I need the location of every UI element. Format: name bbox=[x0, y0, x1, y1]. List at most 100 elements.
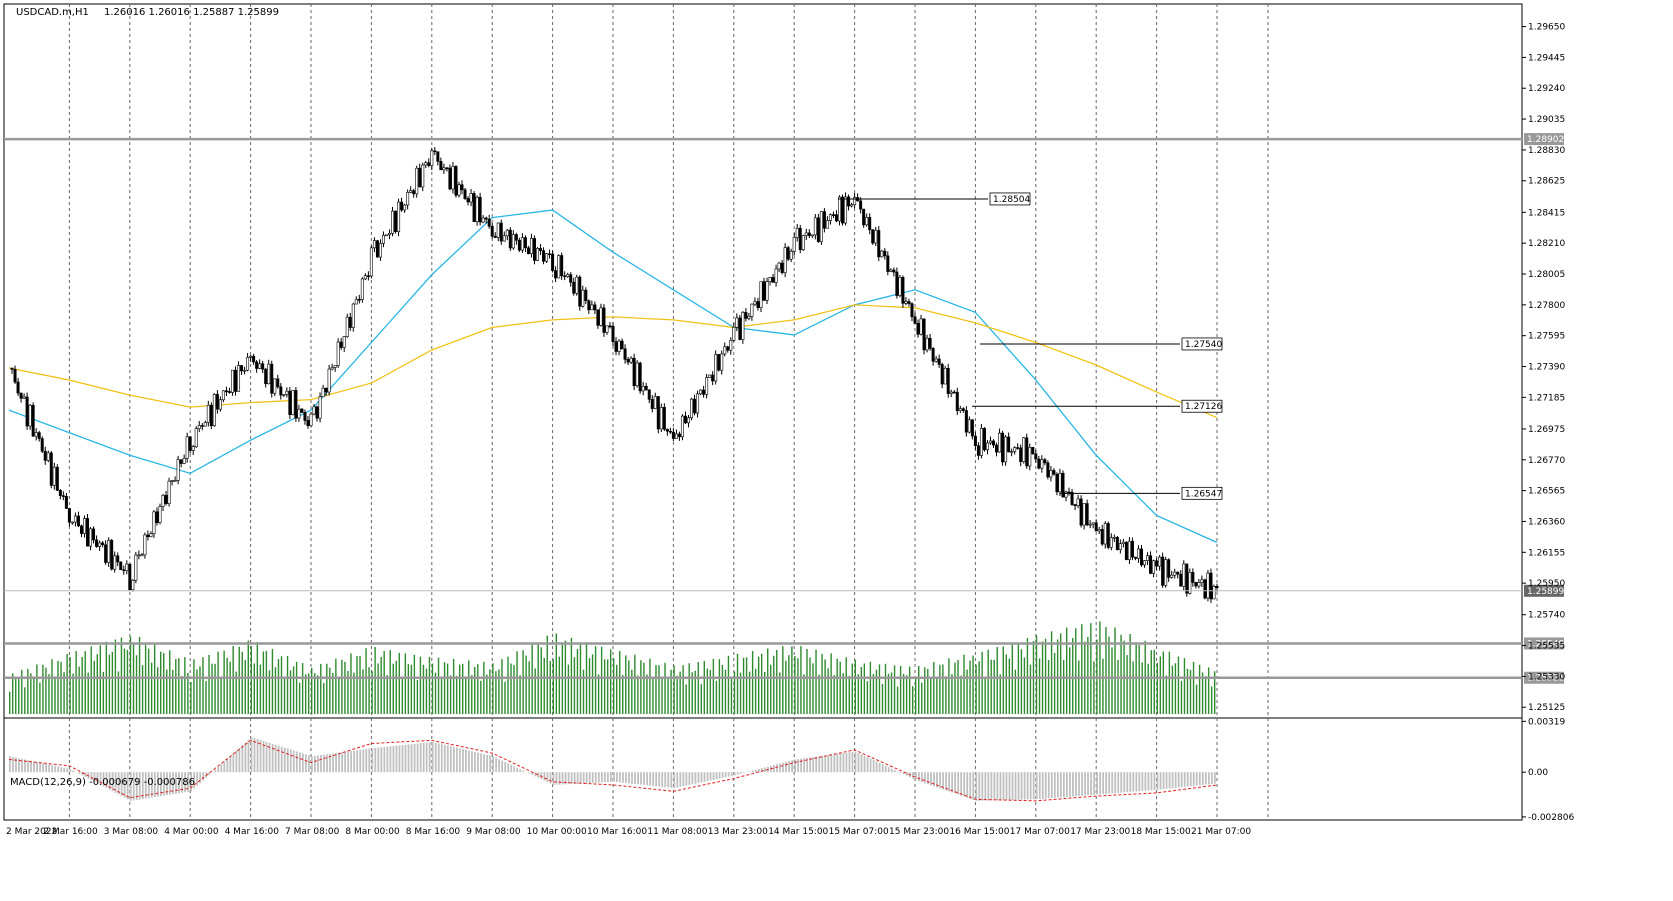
volume-bar bbox=[933, 662, 934, 714]
macd-histogram-bar bbox=[338, 753, 340, 773]
candle-body bbox=[884, 251, 886, 256]
candle-body bbox=[838, 197, 840, 221]
macd-histogram-bar bbox=[704, 772, 706, 782]
volume-bar bbox=[344, 662, 345, 714]
volume-bar bbox=[685, 684, 686, 714]
candle-body bbox=[962, 409, 964, 411]
macd-histogram-bar bbox=[997, 772, 999, 800]
volume-bar bbox=[788, 655, 789, 714]
volume-bar bbox=[1205, 676, 1206, 714]
time-tick-label: 18 Mar 15:00 bbox=[1131, 827, 1191, 837]
volume-bar bbox=[646, 674, 647, 714]
volume-bar bbox=[414, 655, 415, 714]
macd-histogram-bar bbox=[888, 767, 890, 772]
candle-body bbox=[322, 388, 324, 397]
candle-body bbox=[83, 518, 85, 533]
macd-histogram-bar bbox=[1126, 772, 1128, 792]
candle-body bbox=[391, 211, 393, 233]
candle-body bbox=[929, 338, 931, 348]
macd-histogram-bar bbox=[695, 772, 697, 783]
volume-bar bbox=[888, 674, 889, 714]
volume-bar bbox=[568, 665, 569, 714]
macd-histogram-bar bbox=[236, 751, 238, 773]
candle-body bbox=[542, 251, 544, 262]
candle-body bbox=[65, 496, 67, 508]
candle-body bbox=[150, 534, 152, 537]
candle-body bbox=[425, 163, 427, 165]
macd-histogram-bar bbox=[752, 771, 754, 773]
volume-bar bbox=[776, 650, 777, 714]
volume-bar bbox=[1093, 661, 1094, 714]
macd-histogram-bar bbox=[963, 772, 965, 797]
volume-bar bbox=[544, 658, 545, 714]
volume-bar bbox=[1184, 658, 1185, 714]
volume-bar bbox=[60, 662, 61, 714]
volume-bar bbox=[1114, 628, 1115, 714]
volume-bar bbox=[1027, 638, 1028, 714]
macd-histogram-bar bbox=[846, 753, 848, 773]
candle-body bbox=[117, 556, 119, 562]
candle-body bbox=[44, 451, 46, 460]
macd-histogram-bar bbox=[1102, 772, 1104, 794]
candle-body bbox=[334, 365, 336, 367]
macd-histogram-bar bbox=[710, 772, 712, 780]
candle-body bbox=[787, 248, 789, 260]
volume-bar bbox=[405, 653, 406, 714]
volume-bar bbox=[658, 665, 659, 714]
volume-bar bbox=[1003, 647, 1004, 714]
volume-bar bbox=[836, 659, 837, 714]
volume-bar bbox=[196, 669, 197, 714]
macd-histogram-bar bbox=[12, 757, 14, 772]
volume-bar bbox=[1081, 624, 1082, 714]
price-tick-label: 1.29240 bbox=[1528, 84, 1565, 94]
macd-histogram-bar bbox=[637, 772, 639, 784]
volume-bar bbox=[1075, 628, 1076, 714]
macd-histogram-bar bbox=[891, 769, 893, 773]
candle-body bbox=[286, 391, 288, 394]
candle-body bbox=[271, 364, 273, 393]
macd-histogram-bar bbox=[242, 745, 244, 772]
macd-histogram-bar bbox=[1045, 772, 1047, 798]
candle-body bbox=[304, 412, 306, 420]
candle-body bbox=[1032, 447, 1034, 454]
volume-bar bbox=[1036, 635, 1037, 714]
volume-bar bbox=[1060, 633, 1061, 714]
candle-body bbox=[642, 386, 644, 391]
volume-bar bbox=[800, 646, 801, 714]
candle-body bbox=[790, 251, 792, 259]
macd-histogram-bar bbox=[701, 772, 703, 782]
volume-bar bbox=[263, 652, 264, 714]
macd-histogram-bar bbox=[1190, 772, 1192, 786]
macd-histogram-bar bbox=[196, 772, 198, 786]
macd-histogram-bar bbox=[251, 737, 253, 772]
candle-body bbox=[799, 228, 801, 249]
volume-bar bbox=[1163, 651, 1164, 714]
volume-bar bbox=[299, 683, 300, 714]
volume-bar bbox=[1160, 656, 1161, 714]
macd-histogram-bar bbox=[199, 772, 201, 783]
candle-body bbox=[41, 439, 43, 452]
volume-bar bbox=[462, 664, 463, 714]
macd-histogram-bar bbox=[794, 759, 796, 772]
macd-histogram-bar bbox=[371, 748, 373, 772]
candle-body bbox=[156, 512, 158, 523]
macd-tick-label: 0.00 bbox=[1528, 768, 1548, 778]
candle-body bbox=[947, 368, 949, 393]
volume-bar bbox=[39, 683, 40, 714]
candle-body bbox=[742, 312, 744, 339]
macd-histogram-bar bbox=[232, 753, 234, 772]
candle-body bbox=[228, 392, 230, 393]
macd-histogram-bar bbox=[833, 754, 835, 772]
candle-body bbox=[618, 341, 620, 351]
candle-body bbox=[1065, 492, 1067, 497]
volume-bar bbox=[296, 662, 297, 714]
macd-histogram-bar bbox=[1015, 772, 1017, 800]
macd-histogram-bar bbox=[260, 740, 262, 772]
volume-bar bbox=[637, 676, 638, 714]
candle-body bbox=[440, 161, 442, 169]
candle-body bbox=[59, 490, 61, 495]
volume-bar bbox=[960, 676, 961, 714]
volume-bar bbox=[226, 658, 227, 714]
volume-bar bbox=[287, 656, 288, 714]
